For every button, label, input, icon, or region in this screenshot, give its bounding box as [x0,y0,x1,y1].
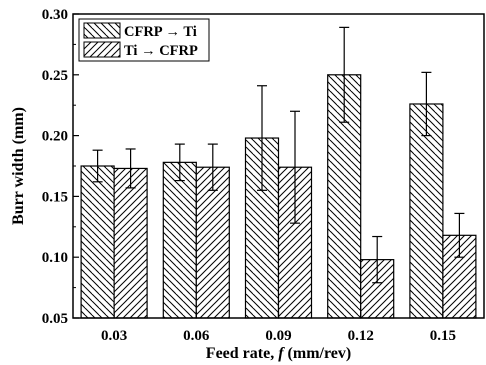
legend-swatch-ti-cfrp [83,41,121,58]
y-tick-label: 0.25 [42,68,68,84]
y-tick-label: 0.30 [42,7,68,23]
x-axis-label-prefix: Feed rate, [206,345,278,362]
bar-series0-0.15 [409,103,444,319]
y-axis-ticks: 0.05 0.10 0.15 0.20 0.25 0.30 [42,7,79,327]
x-tick-label-0.06: 0.06 [183,328,210,344]
bar-series0-0.03 [80,165,115,319]
y-tick-label: 0.10 [42,250,68,266]
y-tick-label: 0.05 [42,311,68,327]
x-tick-label-0.12: 0.12 [348,328,374,344]
x-tick-label-0.03: 0.03 [101,328,127,344]
x-axis-label: Feed rate, f (mm/rev) [206,345,351,362]
y-axis-label: Burr width (mm) [10,107,27,225]
legend-label-ti-cfrp: Ti → CFRP [124,43,198,59]
x-axis-label-symbol: f [278,345,285,362]
bar-series1-0.03 [113,167,148,319]
legend-label-cfrp-ti: CFRP → Ti [124,24,197,40]
legend-swatch-cfrp-ti [83,22,121,39]
x-tick-label-0.09: 0.09 [265,328,291,344]
bars-layer [80,74,477,319]
x-axis-ticks: 0.03 0.06 0.09 0.12 0.15 [101,312,456,344]
bar-series0-0.06 [162,161,197,319]
x-axis-label-suffix: (mm/rev) [284,345,352,362]
legend: CFRP → Ti Ti → CFRP [78,18,210,62]
y-tick-label: 0.20 [42,129,68,145]
y-tick-label: 0.15 [42,189,68,205]
x-tick-label-0.15: 0.15 [430,328,456,344]
error-bars-layer [92,26,465,284]
